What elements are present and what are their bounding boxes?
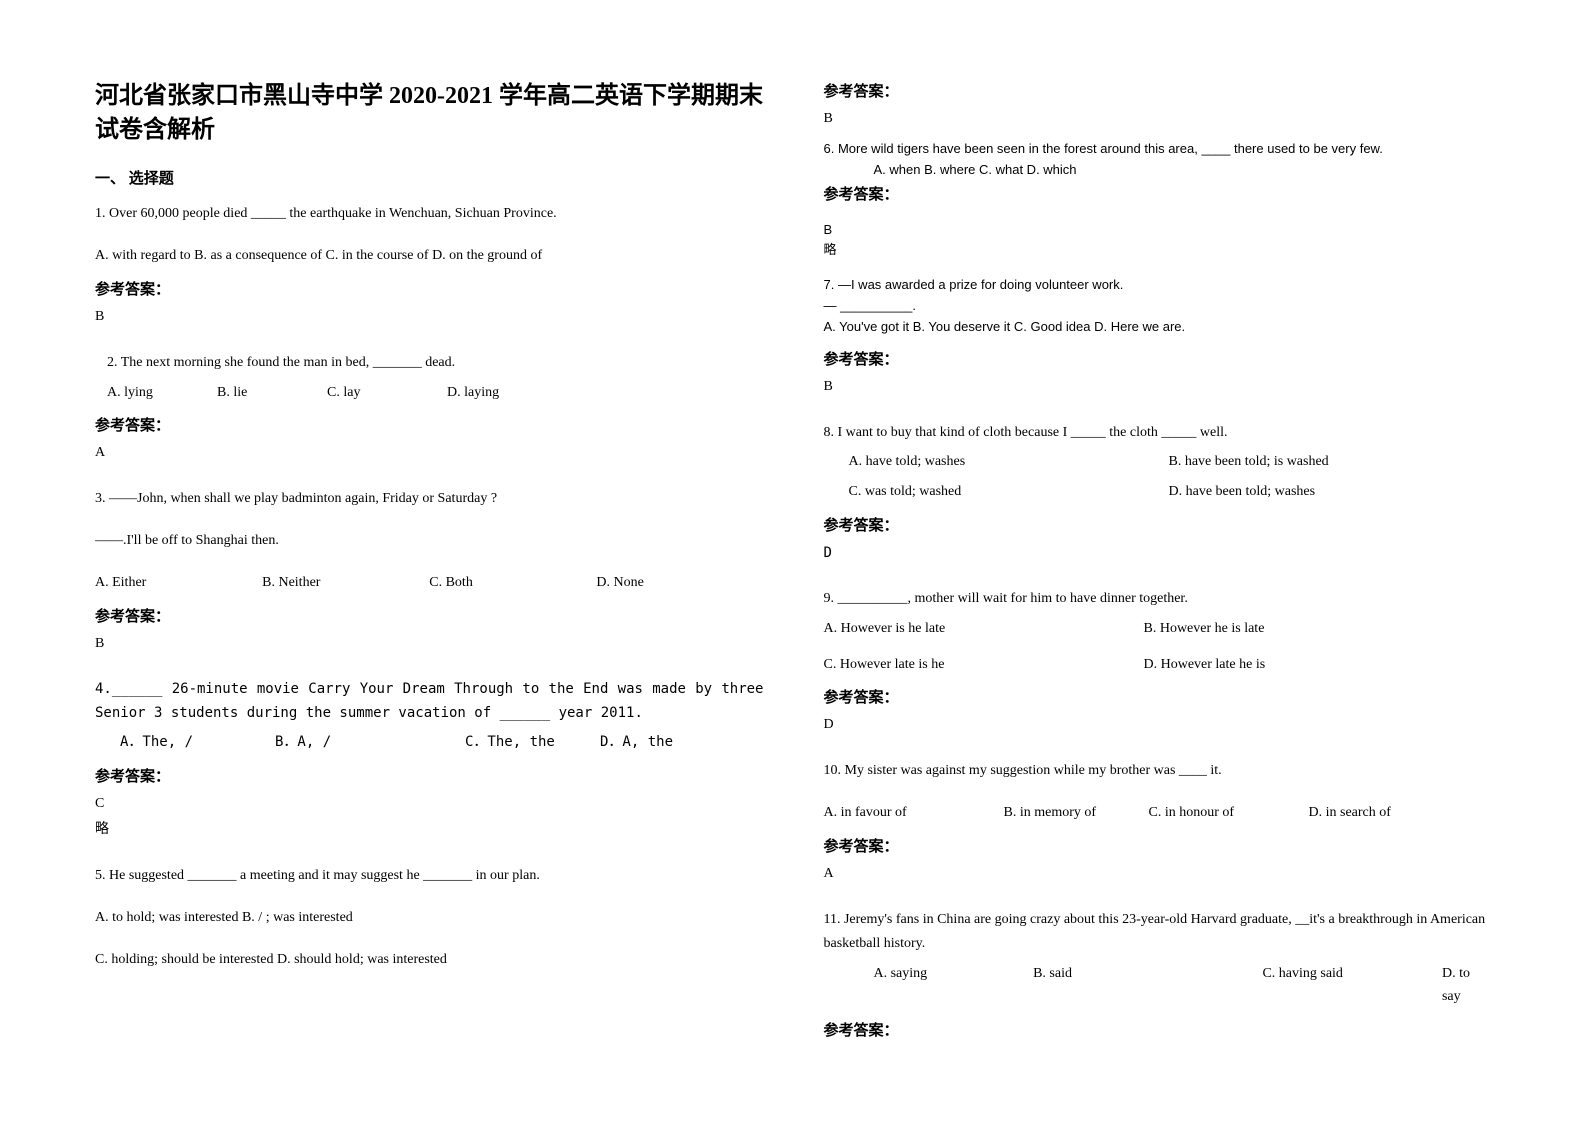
q3-stem2: ——.I'll be off to Shanghai then. bbox=[95, 529, 764, 553]
answer-label: 参考答案： bbox=[824, 1019, 1493, 1040]
q11-stem: 11. Jeremy's fans in China are going cra… bbox=[824, 908, 1493, 956]
q5-stem: 5. He suggested _______ a meeting and it… bbox=[95, 864, 764, 888]
q9-answer: D bbox=[824, 717, 1493, 733]
q4-answer: C bbox=[95, 796, 764, 812]
q9-optA: A. However is he late bbox=[824, 617, 1144, 641]
q2-optA: A. lying bbox=[107, 381, 217, 405]
q11-optD: D. to say bbox=[1442, 962, 1492, 1010]
q5-opts2: C. holding; should be interested D. shou… bbox=[95, 948, 764, 972]
q2-optC: C. lay bbox=[327, 381, 447, 405]
q10-optC: C. in honour of bbox=[1149, 801, 1309, 825]
answer-label: 参考答案： bbox=[824, 835, 1493, 856]
q11-optC: C. having said bbox=[1262, 962, 1442, 1010]
q9-stem: 9. __________, mother will wait for him … bbox=[824, 587, 1493, 611]
q3-optC: C. Both bbox=[429, 571, 596, 595]
q2-stem: 2. The next morning she found the man in… bbox=[95, 351, 764, 375]
q8-optD: D. have been told; washes bbox=[1169, 480, 1316, 504]
q4-options: A．The, / B．A, / C．The, the D．A, the bbox=[95, 731, 764, 755]
q3-answer: B bbox=[95, 636, 764, 652]
left-column: 河北省张家口市黑山寺中学 2020-2021 学年高二英语下学期期末试卷含解析 … bbox=[95, 80, 764, 1082]
answer-label: 参考答案： bbox=[95, 278, 764, 299]
q6-options: A. when B. where C. what D. which bbox=[824, 160, 1493, 181]
q10-options: A. in favour of B. in memory of C. in ho… bbox=[824, 801, 1493, 825]
answer-label: 参考答案： bbox=[95, 414, 764, 435]
q10-optD: D. in search of bbox=[1309, 801, 1391, 825]
q5-answer: B bbox=[824, 111, 1493, 127]
q4-optA: A．The, / bbox=[95, 731, 275, 755]
q10-optA: A. in favour of bbox=[824, 801, 1004, 825]
q2-optB: B. lie bbox=[217, 381, 327, 405]
q4-stem: 4.______ 26-minute movie Carry Your Drea… bbox=[95, 678, 764, 726]
q11-options: A. saying B. said C. having said D. to s… bbox=[824, 962, 1493, 1010]
q1-answer: B bbox=[95, 309, 764, 325]
q10-answer: A bbox=[824, 866, 1493, 882]
q10-stem: 10. My sister was against my suggestion … bbox=[824, 759, 1493, 783]
answer-label: 参考答案： bbox=[824, 686, 1493, 707]
q9-opts-row2: C. However late is he D. However late he… bbox=[824, 653, 1493, 677]
q4-optB: B．A, / bbox=[275, 731, 465, 755]
question-10: 10. My sister was against my suggestion … bbox=[824, 759, 1493, 894]
q8-stem: 8. I want to buy that kind of cloth beca… bbox=[824, 421, 1493, 445]
q4-optD: D．A, the bbox=[600, 731, 673, 755]
q8-optA: A. have told; washes bbox=[849, 450, 1169, 474]
document-title: 河北省张家口市黑山寺中学 2020-2021 学年高二英语下学期期末试卷含解析 bbox=[95, 80, 764, 147]
q9-opts-row1: A. However is he late B. However he is l… bbox=[824, 617, 1493, 641]
q1-options: A. with regard to B. as a consequence of… bbox=[95, 244, 764, 268]
q8-optB: B. have been told; is washed bbox=[1169, 450, 1329, 474]
question-6: 6. More wild tigers have been seen in th… bbox=[824, 139, 1493, 261]
q2-optD: D. laying bbox=[447, 381, 499, 405]
q10-optB: B. in memory of bbox=[1004, 801, 1149, 825]
q3-stem1: 3. ——John, when shall we play badminton … bbox=[95, 487, 764, 511]
question-4: 4.______ 26-minute movie Carry Your Drea… bbox=[95, 678, 764, 850]
q3-optD: D. None bbox=[596, 571, 763, 595]
q8-optC: C. was told; washed bbox=[849, 480, 1169, 504]
q8-opts-row2: C. was told; washed D. have been told; w… bbox=[824, 480, 1493, 504]
q7-options: A. You've got it B. You deserve it C. Go… bbox=[824, 317, 1493, 338]
answer-label: 参考答案： bbox=[824, 348, 1493, 369]
q6-note: 略 bbox=[824, 240, 1493, 261]
answer-label: 参考答案： bbox=[824, 183, 1493, 204]
answer-label: 参考答案： bbox=[95, 765, 764, 786]
answer-label: 参考答案： bbox=[95, 605, 764, 626]
q9-optC: C. However late is he bbox=[824, 653, 1144, 677]
question-1: 1. Over 60,000 people died _____ the ear… bbox=[95, 202, 764, 337]
question-2: 2. The next morning she found the man in… bbox=[95, 351, 764, 474]
q9-optB: B. However he is late bbox=[1144, 617, 1265, 641]
question-9: 9. __________, mother will wait for him … bbox=[824, 587, 1493, 745]
answer-label: 参考答案： bbox=[824, 514, 1493, 535]
question-5: 5. He suggested _______ a meeting and it… bbox=[95, 864, 764, 977]
question-8: 8. I want to buy that kind of cloth beca… bbox=[824, 421, 1493, 573]
section-heading: 一、 选择题 bbox=[95, 167, 764, 188]
q4-note: 略 bbox=[95, 818, 764, 838]
q4-optC: C．The, the bbox=[465, 731, 600, 755]
q11-optA: A. saying bbox=[874, 962, 1034, 1010]
q8-answer: D bbox=[824, 545, 1493, 561]
q1-stem: 1. Over 60,000 people died _____ the ear… bbox=[95, 202, 764, 226]
q7-stem2: — __________. bbox=[824, 296, 1493, 317]
answer-label: 参考答案： bbox=[824, 80, 1493, 101]
q5-opts1: A. to hold; was interested B. / ; was in… bbox=[95, 906, 764, 930]
q6-answer: B bbox=[824, 220, 1493, 241]
q3-options: A. Either B. Neither C. Both D. None bbox=[95, 571, 764, 595]
q2-answer: A bbox=[95, 445, 764, 461]
question-11: 11. Jeremy's fans in China are going cra… bbox=[824, 908, 1493, 1050]
q11-optB: B. said bbox=[1033, 962, 1262, 1010]
q2-options: A. lying B. lie C. lay D. laying bbox=[95, 381, 764, 405]
right-column: 参考答案： B 6. More wild tigers have been se… bbox=[824, 80, 1493, 1082]
question-3: 3. ——John, when shall we play badminton … bbox=[95, 487, 764, 663]
q8-opts-row1: A. have told; washes B. have been told; … bbox=[824, 450, 1493, 474]
question-7: 7. —I was awarded a prize for doing volu… bbox=[824, 275, 1493, 406]
q3-optA: A. Either bbox=[95, 571, 262, 595]
q3-optB: B. Neither bbox=[262, 571, 429, 595]
q6-stem: 6. More wild tigers have been seen in th… bbox=[824, 139, 1493, 160]
q9-optD: D. However late he is bbox=[1144, 653, 1266, 677]
q7-stem1: 7. —I was awarded a prize for doing volu… bbox=[824, 275, 1493, 296]
q7-answer: B bbox=[824, 379, 1493, 395]
